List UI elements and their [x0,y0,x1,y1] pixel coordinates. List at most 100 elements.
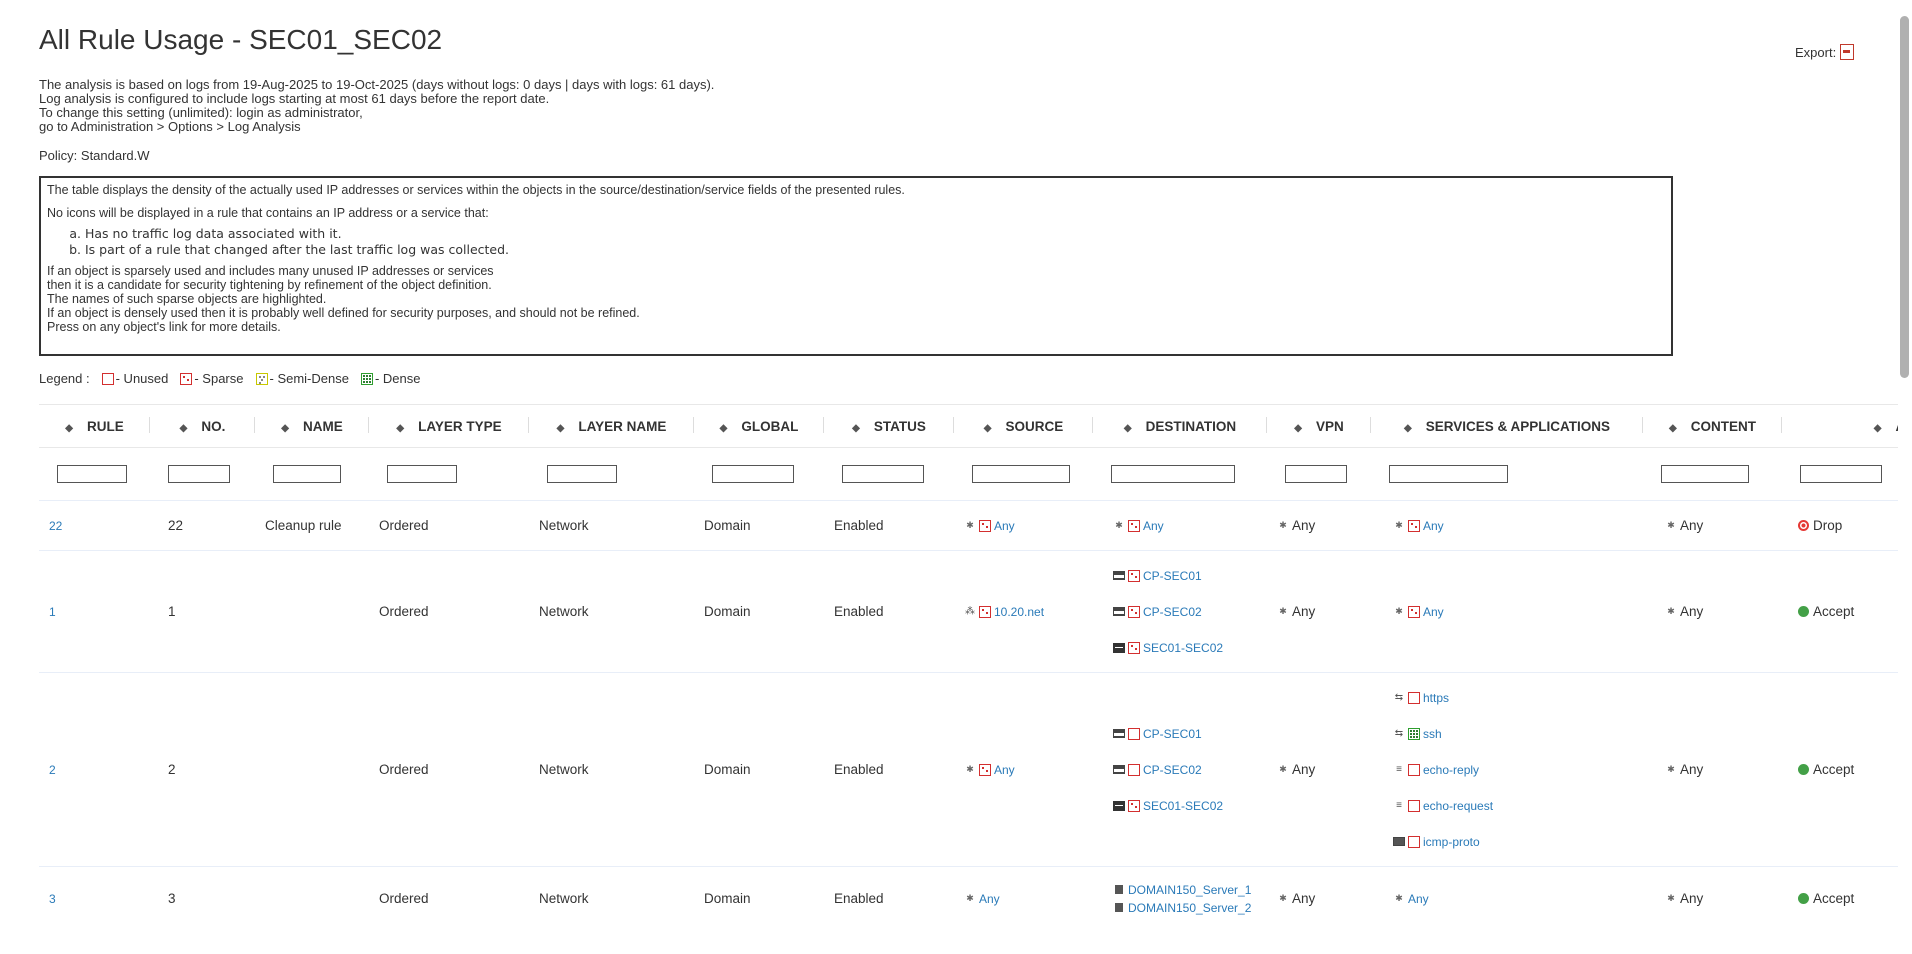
sort-icon[interactable]: ◆ [1294,422,1302,434]
object-entry: Any [1277,762,1370,777]
object-entry[interactable]: SEC01-SEC02 [1113,641,1266,655]
object-entry[interactable]: CP-SEC02 [1113,605,1266,619]
column-filter-input[interactable] [1285,465,1347,483]
table-row[interactable]: 3 3 Ordered Network Domain Enabled Any DOMAIN15… [39,866,1898,924]
column-header[interactable]: ◆ LAYER TYPE [369,404,529,448]
column-filter-input[interactable] [387,465,457,483]
column-filter-input[interactable] [1800,465,1882,483]
sparse-density-icon [1408,519,1420,532]
column-header[interactable]: ◆ GLOBAL [694,404,824,448]
object-link[interactable]: SEC01-SEC02 [1143,798,1224,813]
column-filter-input[interactable] [842,465,924,483]
object-entry[interactable]: CP-SEC02 [1113,763,1266,777]
column-filter-input[interactable] [1661,465,1749,483]
object-link[interactable]: echo-reply [1423,762,1480,777]
column-filter-input[interactable] [57,465,127,483]
object-entry[interactable]: SEC01-SEC02 [1113,799,1266,813]
table-row[interactable]: 22 22 Cleanup rule Ordered Network Domain Enab… [39,500,1898,551]
column-filter-input[interactable] [168,465,230,483]
object-link[interactable]: DOMAIN150_Server_1 [1128,882,1252,897]
object-entry[interactable]: 10.20.net [964,605,1092,619]
column-header[interactable]: ◆ SOURCE [954,404,1093,448]
column-header[interactable]: ◆ RULE [39,404,150,448]
object-entry[interactable]: Any [1393,892,1642,906]
object-link[interactable]: Any [1423,518,1444,533]
object-link[interactable]: ssh [1423,726,1442,741]
rule-link[interactable]: 3 [49,892,56,906]
object-entry[interactable]: icmp-proto [1393,835,1642,849]
object-entry[interactable]: Any [1113,519,1266,533]
object-entry[interactable]: https [1393,691,1642,705]
sort-icon[interactable]: ◆ [179,422,188,434]
object-link[interactable]: CP-SEC02 [1143,762,1202,777]
sort-icon[interactable]: ◆ [1873,422,1882,434]
sort-icon[interactable]: ◆ [281,422,289,434]
object-link[interactable]: CP-SEC02 [1143,604,1202,619]
object-entry[interactable]: CP-SEC01 [1113,727,1266,741]
sort-icon[interactable]: ◆ [1404,422,1412,434]
sort-icon[interactable]: ◆ [852,422,860,434]
object-link[interactable]: CP-SEC01 [1143,568,1202,583]
column-filter-input[interactable] [972,465,1070,483]
column-header[interactable]: ◆ SERVICES & APPLICATIONS [1371,404,1643,448]
pdf-icon[interactable] [1840,44,1855,60]
column-header[interactable]: ◆ ACTION [1782,404,1898,448]
object-entry[interactable]: Any [1393,519,1642,533]
sort-icon[interactable]: ◆ [556,422,565,434]
column-header[interactable]: ◆ VPN [1267,404,1371,448]
sort-icon[interactable]: ◆ [1669,422,1677,434]
vertical-scrollbar[interactable] [1900,16,1909,378]
cell-value: Any [1292,518,1316,533]
table-row[interactable]: 1 1 Ordered Network Domain Enabled 10.20.net CP… [39,550,1898,673]
sort-icon[interactable]: ◆ [396,422,405,434]
object-link[interactable]: Any [1408,891,1429,906]
column-filter-input[interactable] [547,465,617,483]
rule-link[interactable]: 1 [49,605,56,619]
column-header[interactable]: ◆ CONTENT [1643,404,1782,448]
object-link[interactable]: CP-SEC01 [1143,726,1202,741]
sort-icon[interactable]: ◆ [65,422,73,434]
object-entry[interactable]: Any [964,763,1092,777]
column-filter-input[interactable] [1389,465,1508,483]
object-link[interactable]: Any [994,762,1015,777]
table-cell: 2 [150,672,255,867]
sort-icon[interactable]: ◆ [983,422,992,434]
object-entry[interactable]: DOMAIN150_Server_2 [1113,901,1266,915]
object-link[interactable]: echo-request [1423,798,1494,813]
object-link[interactable]: 10.20.net [994,604,1045,619]
sort-icon[interactable]: ◆ [719,422,728,434]
column-header[interactable]: ◆ STATUS [824,404,954,448]
rule-link[interactable]: 22 [49,519,63,533]
object-entry[interactable]: ssh [1393,727,1642,741]
object-link[interactable]: Any [979,891,1000,906]
column-filter-input[interactable] [273,465,341,483]
object-link[interactable]: Any [994,518,1015,533]
column-header[interactable]: ◆ LAYER NAME [529,404,694,448]
object-link[interactable]: SEC01-SEC02 [1143,640,1224,655]
object-link[interactable]: Any [1143,518,1164,533]
object-link[interactable]: icmp-proto [1423,834,1480,849]
rule-link[interactable]: 2 [49,763,56,777]
table-cell: Network [529,500,694,551]
table-row[interactable]: 2 2 Ordered Network Domain Enabled Any CP-SEC01… [39,672,1898,867]
column-filter-input[interactable] [712,465,794,483]
object-entry[interactable]: Any [964,519,1092,533]
object-entry[interactable]: Any [964,892,1092,906]
object-link[interactable]: Any [1423,604,1444,619]
column-header[interactable]: ◆ NO. [150,404,255,448]
sort-icon[interactable]: ◆ [1123,422,1132,434]
object-link[interactable]: DOMAIN150_Server_2 [1128,900,1252,915]
object-entry[interactable]: echo-reply [1393,763,1642,777]
column-filter-input[interactable] [1111,465,1235,483]
cell-value: 22 [168,518,184,533]
object-entry[interactable]: DOMAIN150_Server_1 [1113,883,1266,897]
column-header[interactable]: ◆ NAME [255,404,369,448]
object-entry[interactable]: echo-request [1393,799,1642,813]
object-link[interactable]: https [1423,690,1450,705]
table-cell: Ordered [369,672,529,867]
legend-label: Legend : [39,371,90,386]
object-entry[interactable]: Any [1393,605,1642,619]
export-control[interactable]: Export: [1795,44,1855,60]
column-header[interactable]: ◆ DESTINATION [1093,404,1267,448]
object-entry[interactable]: CP-SEC01 [1113,569,1266,583]
